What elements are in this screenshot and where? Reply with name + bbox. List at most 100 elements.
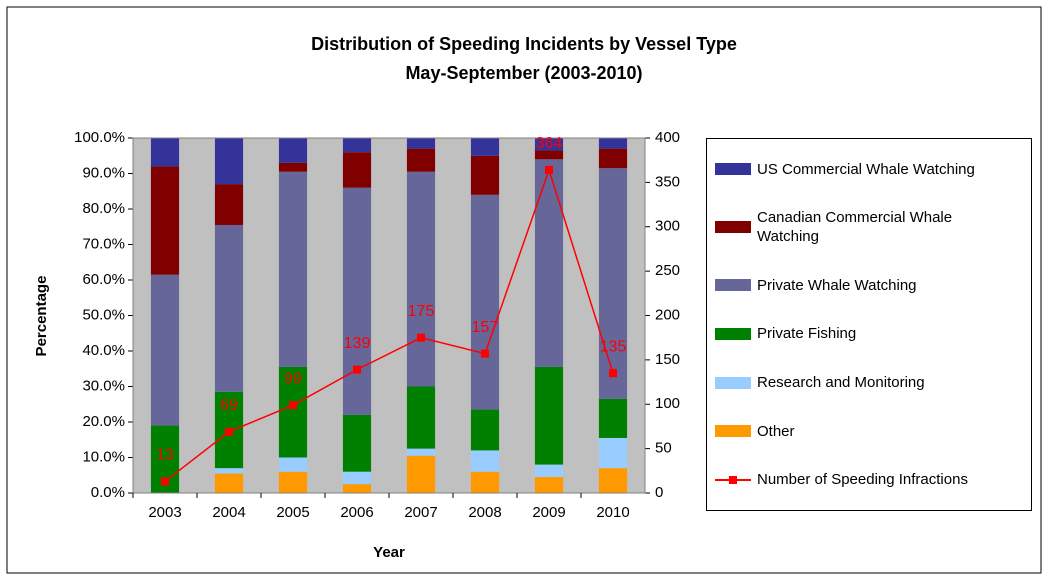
legend-label: Research and Monitoring xyxy=(757,374,925,392)
chart-title: Distribution of Speeding Incidents by Ve… xyxy=(311,34,737,54)
bar-segment xyxy=(406,455,436,493)
legend-swatch xyxy=(715,163,751,176)
bar-segment xyxy=(406,138,436,149)
plot-area xyxy=(133,138,645,493)
bar-segment xyxy=(534,366,564,465)
bar-segment xyxy=(598,398,628,438)
bar-segment xyxy=(470,194,500,410)
data-label: 364 xyxy=(536,135,563,152)
line-marker xyxy=(161,477,169,486)
legend-swatch xyxy=(715,221,751,234)
legend-label: Other xyxy=(757,422,795,440)
x-tick-label: 2003 xyxy=(148,504,181,521)
line-marker xyxy=(225,427,233,436)
y2-tick-label: 200 xyxy=(655,306,680,323)
y-tick-label: 40.0% xyxy=(82,342,125,359)
bar-segment xyxy=(598,468,628,493)
line-marker xyxy=(545,165,553,174)
line-marker xyxy=(609,369,617,378)
bar-segment xyxy=(406,148,436,172)
legend-label: Number of Speeding Infractions xyxy=(757,471,968,489)
bar-segment xyxy=(470,155,500,195)
legend: US Commercial Whale Watching Canadian Com… xyxy=(706,138,1032,511)
line-marker xyxy=(353,365,361,374)
x-tick-label: 2004 xyxy=(212,504,245,521)
bar-segment xyxy=(534,159,564,367)
y-tick-label: 90.0% xyxy=(82,164,125,181)
bar-segment xyxy=(342,471,372,485)
legend-item: Number of Speeding Infractions xyxy=(707,470,1031,489)
bar-segment xyxy=(278,471,308,493)
y2-tick-label: 0 xyxy=(655,484,663,501)
bar-segment xyxy=(470,471,500,493)
data-label: 99 xyxy=(284,370,302,387)
y2-tick-label: 350 xyxy=(655,173,680,190)
legend-swatch xyxy=(715,279,751,292)
legend-swatch xyxy=(715,425,751,438)
bar-segment xyxy=(406,171,436,387)
bar-segment xyxy=(598,168,628,399)
line-marker xyxy=(481,349,489,358)
y-tick-label: 50.0% xyxy=(82,306,125,323)
bar-segment xyxy=(214,138,244,185)
bar-segment xyxy=(534,138,564,151)
legend-label: US Commercial Whale Watching xyxy=(757,160,975,178)
bar-segment xyxy=(278,162,308,172)
x-tick-label: 2008 xyxy=(468,504,501,521)
bar-segment xyxy=(278,457,308,472)
y-tick-label: 0.0% xyxy=(91,484,125,501)
data-label: 139 xyxy=(344,335,371,352)
legend-item: Canadian Commercial Whale Watching xyxy=(707,208,1031,246)
bar-segment xyxy=(214,224,244,392)
x-axis-title: Year xyxy=(373,544,405,561)
legend-swatch xyxy=(715,327,751,340)
bar-segment xyxy=(406,448,436,456)
y-tick-label: 100.0% xyxy=(74,129,125,146)
bar-segment xyxy=(342,484,372,493)
bar-segment xyxy=(470,450,500,472)
legend-item: Private Fishing xyxy=(707,324,1031,343)
x-tick-label: 2006 xyxy=(340,504,373,521)
x-tick-label: 2009 xyxy=(532,504,565,521)
bar-segment xyxy=(150,138,180,167)
bar-segment xyxy=(598,148,628,169)
x-tick-label: 2010 xyxy=(596,504,629,521)
bar-segment xyxy=(150,166,180,275)
legend-label: Canadian Commercial Whale Watching xyxy=(757,209,953,246)
line-marker xyxy=(289,401,297,410)
legend-line xyxy=(715,474,751,486)
legend-item: US Commercial Whale Watching xyxy=(707,160,1031,179)
y-tick-label: 20.0% xyxy=(82,413,125,430)
data-label: 69 xyxy=(220,397,238,414)
bar-segment xyxy=(406,386,436,449)
bar-segment xyxy=(278,138,308,163)
bar-segment xyxy=(598,437,628,469)
bar-segment xyxy=(214,473,244,493)
data-label: 175 xyxy=(408,303,435,320)
legend-label: Private Fishing xyxy=(757,325,857,343)
y2-tick-label: 50 xyxy=(655,440,672,457)
bar-segment xyxy=(342,187,372,415)
bar-segment xyxy=(342,414,372,472)
y-tick-label: 60.0% xyxy=(82,271,125,288)
bar-segment xyxy=(278,171,308,367)
legend-item: Other xyxy=(707,422,1031,441)
y-tick-label: 10.0% xyxy=(82,448,125,465)
y-tick-label: 70.0% xyxy=(82,235,125,252)
y2-tick-label: 300 xyxy=(655,218,680,235)
y2-tick-label: 400 xyxy=(655,129,680,146)
bar-segment xyxy=(342,138,372,153)
bar-segment xyxy=(470,138,500,156)
y-tick-label: 80.0% xyxy=(82,200,125,217)
bar-segment xyxy=(534,477,564,493)
data-label: 13 xyxy=(156,447,174,464)
bar-segment xyxy=(470,409,500,451)
bar-segment xyxy=(278,366,308,458)
legend-item: Research and Monitoring xyxy=(707,373,1031,392)
y2-tick-label: 250 xyxy=(655,262,680,279)
legend-label: Private Whale Watching xyxy=(757,276,917,294)
y2-tick-label: 100 xyxy=(655,395,680,412)
y2-tick-label: 150 xyxy=(655,351,680,368)
bar-segment xyxy=(534,464,564,478)
